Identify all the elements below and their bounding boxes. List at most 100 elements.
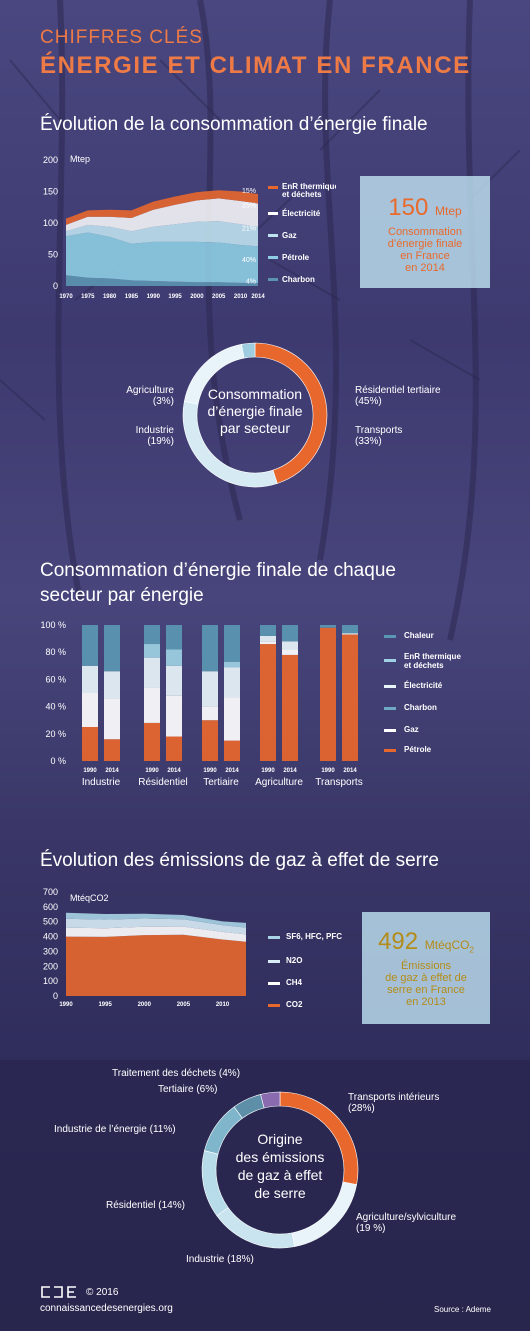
- bar-segment: [320, 627, 336, 761]
- bar-segment: [224, 661, 240, 668]
- area-series-0: [66, 275, 258, 286]
- bar-category-label: Agriculture: [255, 777, 303, 788]
- x-tick-label: 1990: [147, 294, 161, 300]
- legend-swatch: [384, 749, 396, 752]
- bar-segment: [144, 722, 160, 761]
- bar-segment: [144, 644, 160, 658]
- legend-label: EnR thermique: [282, 182, 336, 191]
- donut1-label-industrie: Industrie (19%): [135, 425, 174, 447]
- legend-swatch: [268, 212, 278, 215]
- x-tick-label: 2000: [138, 1002, 152, 1008]
- x-tick-label: 1975: [81, 294, 95, 300]
- bar-segment: [166, 625, 182, 650]
- footer-copyright: © 2016: [86, 1287, 119, 1298]
- footer-source: Source : Ademe: [434, 1305, 491, 1314]
- legend-swatch: [268, 256, 278, 259]
- y-tick-label: 20 %: [45, 729, 66, 739]
- bar-segment: [260, 625, 276, 636]
- bar-segment: [342, 634, 358, 761]
- area-series-0: [66, 934, 246, 996]
- bar-segment: [144, 657, 160, 688]
- section3-title: Évolution des émissions de gaz à effet d…: [40, 850, 439, 871]
- area-end-label: 4%: [246, 278, 256, 285]
- sector-bar-chart: 0 % 20 % 40 % 60 % 80 % 100 % 1990 2014 Industri…: [40, 620, 461, 788]
- bar-segment: [202, 720, 218, 761]
- legend-swatch: [268, 936, 280, 939]
- legend-label: Gaz: [404, 725, 419, 734]
- bar-segment: [320, 625, 336, 628]
- area-series-1: [66, 926, 246, 942]
- bar-segment: [82, 693, 98, 727]
- legend-swatch: [268, 186, 278, 189]
- cde-logo: [41, 1286, 76, 1298]
- area-end-label: 40%: [242, 257, 256, 264]
- legend-swatch: [268, 1004, 280, 1007]
- area-end-label: 21%: [242, 226, 256, 233]
- bar-segment: [282, 641, 298, 650]
- bar-category-label: Industrie: [82, 777, 121, 788]
- donut2-label-tertiaire: Tertiaire (6%): [158, 1084, 218, 1095]
- legend-label: Électricité: [404, 681, 443, 690]
- legend-swatch: [384, 729, 396, 732]
- bar-segment: [224, 667, 240, 698]
- donut1-label-residentiel: Résidentiel tertiaire (45%): [355, 385, 441, 407]
- donut2-center-text: Origine des émissions de gaz à effet de ser…: [235, 1131, 325, 1201]
- bar-year-label: 2014: [225, 768, 239, 774]
- legend-label: Charbon: [282, 275, 315, 284]
- bar-segment: [342, 633, 358, 635]
- x-tick-label: 1970: [59, 294, 73, 300]
- bar-segment: [282, 654, 298, 761]
- header-title: ÉNERGIE ET CLIMAT EN FRANCE: [40, 52, 471, 79]
- legend-swatch: [268, 982, 280, 985]
- legend-label: Pétrole: [404, 745, 432, 754]
- legend-label: EnR thermique: [404, 652, 461, 661]
- bar-segment: [166, 649, 182, 666]
- bar-segment: [260, 635, 276, 642]
- bar-category-label: Tertiaire: [203, 777, 239, 788]
- area-series-4: [66, 190, 258, 225]
- bar-category-label: Résidentiel: [138, 777, 187, 788]
- kpi-emissions-desc: Émissions de gaz à effet de serre en Franc…: [385, 960, 467, 1008]
- y-tick-label: 200: [43, 155, 58, 165]
- y-tick-label: 100: [43, 976, 58, 986]
- x-tick-label: 1995: [98, 1002, 112, 1008]
- y-tick-label: 700: [43, 887, 58, 897]
- bar-year-label: 2014: [343, 768, 357, 774]
- y-tick-label: 200: [43, 961, 58, 971]
- donut-slice-2: [216, 1207, 295, 1249]
- legend-label: Électricité: [282, 209, 321, 218]
- bar-segment: [104, 625, 120, 672]
- legend-label: Charbon: [404, 703, 437, 712]
- donut1-label-transports: Transports (33%): [355, 425, 403, 447]
- y-tick-label: 60 %: [45, 674, 66, 684]
- donut2-label-industrie: Industrie (18%): [186, 1254, 254, 1265]
- y-tick-label: 100: [43, 218, 58, 228]
- bar-segment: [82, 727, 98, 761]
- bar-segment: [166, 736, 182, 761]
- y-axis-label: MtéqCO2: [70, 893, 109, 903]
- y-tick-label: 0: [53, 991, 58, 1001]
- bar-category-label: Transports: [315, 777, 362, 788]
- legend-swatch: [268, 960, 280, 963]
- bar-segment: [260, 641, 276, 645]
- area-end-label: 25%: [242, 202, 256, 209]
- legend-label: Gaz: [282, 231, 297, 240]
- area-series-1: [66, 232, 258, 283]
- bar-year-label: 2014: [105, 768, 119, 774]
- legend-swatch: [384, 685, 396, 688]
- legend-label: et déchets: [282, 190, 322, 199]
- bar-year-label: 1990: [145, 768, 159, 774]
- y-tick-label: 0: [53, 281, 58, 291]
- bar-segment: [224, 697, 240, 741]
- y-tick-label: 0 %: [50, 756, 66, 766]
- bar-segment: [224, 625, 240, 662]
- bar-segment: [202, 671, 218, 707]
- footer-site-link[interactable]: connaissancedesenergies.org: [40, 1303, 173, 1314]
- x-tick-label: 2000: [190, 294, 204, 300]
- kpi-consumption-box: 150 Mtep Consommation d’énergie finale en …: [360, 176, 490, 288]
- donut1-label-agriculture: Agriculture (3%): [126, 385, 174, 407]
- legend-swatch: [384, 635, 396, 638]
- bar-year-label: 2014: [283, 768, 297, 774]
- x-tick-label: 2005: [177, 1002, 191, 1008]
- donut-slice-6: [260, 1091, 281, 1109]
